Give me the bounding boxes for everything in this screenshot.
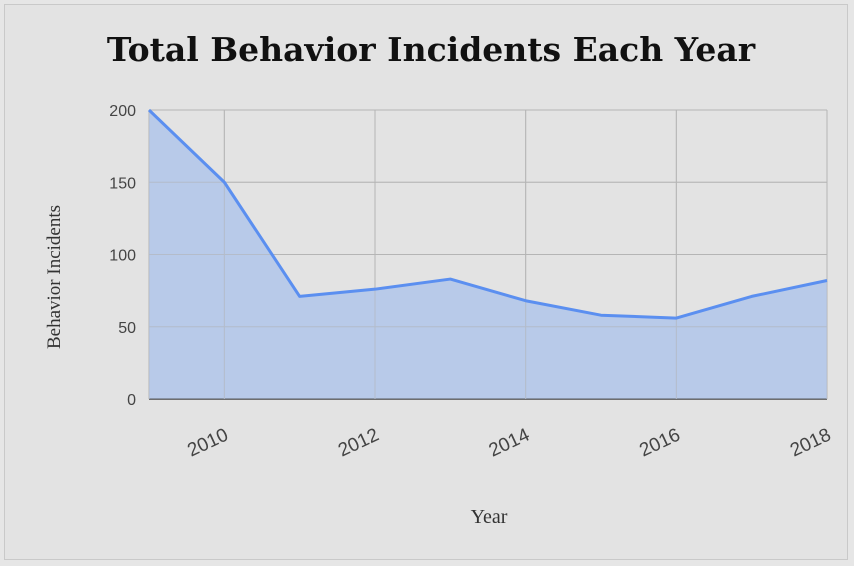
x-tick-label: 2012 [335,425,382,462]
x-tick-label: 2016 [636,425,683,462]
grid-overlay [148,109,828,400]
x-tick-label: 2014 [486,424,534,461]
y-tick-label: 0 [127,392,136,409]
x-tick-label: 2010 [184,425,231,462]
y-tick-label: 200 [109,103,136,120]
series-line [147,108,828,320]
x-axis-label: Year [470,506,508,528]
y-tick-label: 50 [118,320,136,337]
x-tick-label: 2018 [787,425,834,462]
y-tick-label: 150 [109,175,136,192]
y-tick-label: 100 [109,248,136,265]
chart-title: Total Behavior Incidents Each Year [106,30,756,69]
